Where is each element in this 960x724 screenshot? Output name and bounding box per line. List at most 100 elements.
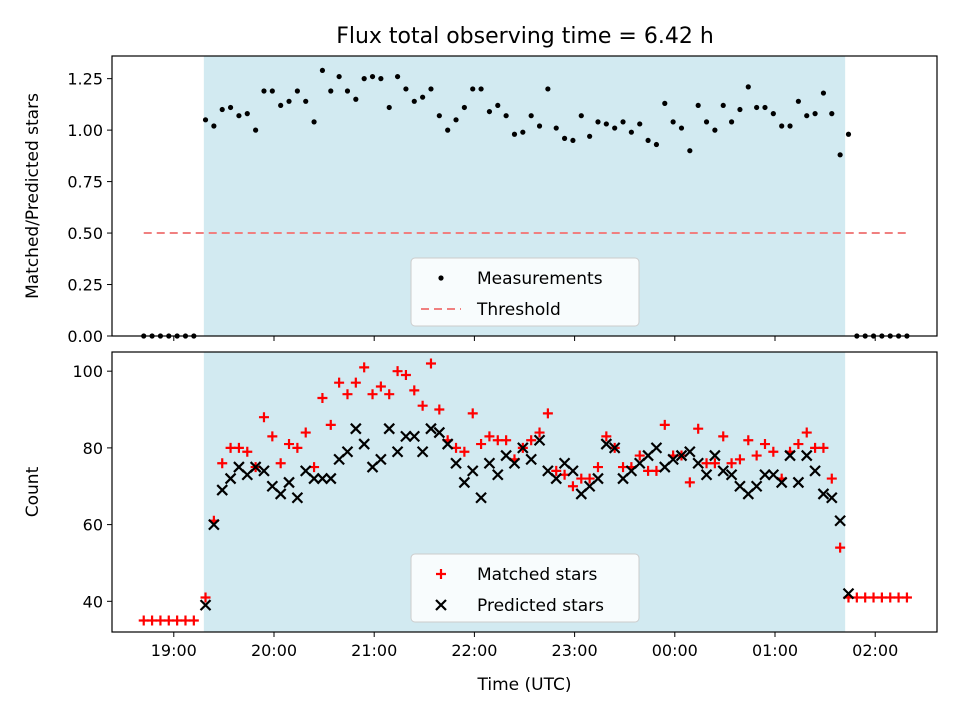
measurement-point <box>754 104 760 111</box>
matched-stars-point <box>718 431 729 442</box>
predicted-stars-point <box>383 422 396 435</box>
measurement-point <box>812 111 818 117</box>
y-tick-label: 0.00 <box>67 327 103 346</box>
measurement-point <box>311 119 317 125</box>
measurement-point <box>486 108 493 115</box>
predicted-stars-point <box>759 468 771 481</box>
measurement-point <box>845 131 852 137</box>
y-tick-label: 0.50 <box>67 224 103 243</box>
y-tick-label: 0.75 <box>67 173 103 192</box>
predicted-stars-point <box>341 445 354 458</box>
predicted-stars-point <box>492 468 504 481</box>
predicted-stars-point <box>809 465 821 477</box>
matched-stars-point <box>534 427 545 438</box>
measurement-point <box>436 113 442 119</box>
predicted-stars-point <box>792 476 805 489</box>
predicted-stars-point <box>784 449 796 462</box>
measurement-point <box>503 113 509 119</box>
measurement-point <box>227 104 234 111</box>
predicted-stars-point <box>224 472 237 485</box>
x-tick-label: 01:00 <box>752 641 798 660</box>
matched-stars-point <box>693 423 704 434</box>
matched-stars-point <box>217 458 228 469</box>
matched-stars-point <box>163 615 174 626</box>
predicted-stars-point <box>258 465 270 477</box>
measurement-point <box>353 96 359 102</box>
measurement-point <box>578 113 584 119</box>
measurement-point <box>294 88 300 94</box>
predicted-stars-point <box>458 476 471 489</box>
predicted-stars-point <box>416 445 429 458</box>
chart-title: Flux total observing time = 6.42 h <box>336 24 714 49</box>
matched-stars-point <box>835 542 846 553</box>
measurement-point <box>470 86 476 92</box>
y-tick-label: 40 <box>83 592 103 611</box>
measurement-point <box>445 127 451 133</box>
matched-stars-point <box>701 458 712 469</box>
predicted-stars-point <box>826 491 838 504</box>
x-tick-label: 20:00 <box>251 641 297 660</box>
matched-stars-point <box>734 454 745 465</box>
matched-stars-point <box>417 400 428 411</box>
measurement-point <box>202 117 209 123</box>
matched-stars-point <box>826 473 837 484</box>
matched-stars-point <box>759 439 770 450</box>
matched-stars-point <box>334 377 345 388</box>
predicted-stars-point <box>358 438 370 450</box>
measurement-point <box>561 135 568 141</box>
measurement-point <box>745 84 751 90</box>
top-y-axis-label: Matched/Predicted stars <box>23 93 43 299</box>
measurement-point <box>336 73 342 80</box>
matched-stars-point <box>225 442 236 453</box>
measurement-point <box>438 275 444 281</box>
predicted-stars-point <box>208 518 220 531</box>
predicted-stars-point <box>684 445 696 458</box>
predicted-stars-point <box>249 461 262 473</box>
matched-stars-point <box>768 446 779 457</box>
matched-stars-point <box>584 473 595 484</box>
measurement-point <box>428 86 434 92</box>
measurement-point <box>837 152 843 158</box>
matched-stars-point <box>567 481 578 492</box>
matched-stars-point <box>425 358 436 369</box>
measurement-point <box>361 76 367 82</box>
bottom-panel: 40 60 80 100 19:00 20:00 21:00 22:00 23:00 00:00… <box>23 351 938 695</box>
matched-stars-point <box>501 435 512 446</box>
predicted-stars-point <box>725 468 738 481</box>
matched-stars-point <box>684 477 695 488</box>
matched-stars-point <box>233 442 244 453</box>
x-tick-label: 21:00 <box>351 641 397 660</box>
x-tick-label: 23:00 <box>552 641 598 660</box>
matched-stars-point <box>885 592 896 603</box>
matched-stars-point <box>484 431 495 442</box>
matched-stars-point <box>576 473 587 484</box>
predicted-stars-point <box>675 449 688 462</box>
predicted-stars-point <box>391 445 404 458</box>
measurement-point <box>545 86 551 92</box>
legend-entry-label: Predicted stars <box>477 596 604 616</box>
measurement-point <box>319 67 326 74</box>
measurement-point <box>628 129 634 135</box>
matched-stars-point <box>300 427 311 438</box>
predicted-stars-point <box>834 514 846 527</box>
matched-stars-point <box>138 615 149 626</box>
predicted-stars-point <box>308 472 320 485</box>
measurement-point <box>253 127 259 133</box>
matched-stars-point <box>659 419 670 430</box>
predicted-stars-point <box>817 488 830 500</box>
predicted-stars-point <box>517 442 529 454</box>
predicted-stars-point <box>842 587 855 600</box>
legend-entry-label: Matched stars <box>477 565 597 585</box>
measurement-point <box>653 141 660 148</box>
predicted-stars-point <box>433 426 446 439</box>
predicted-stars-point <box>750 480 763 493</box>
measurement-point <box>495 102 501 109</box>
matched-stars-point <box>392 366 403 377</box>
measurement-point <box>369 73 376 80</box>
matched-stars-point <box>384 389 395 400</box>
top-axes-frame <box>111 55 938 337</box>
matched-stars-point <box>743 435 754 446</box>
measurement-point <box>303 98 309 104</box>
matched-stars-point <box>901 592 912 603</box>
matched-stars-point <box>367 389 378 400</box>
